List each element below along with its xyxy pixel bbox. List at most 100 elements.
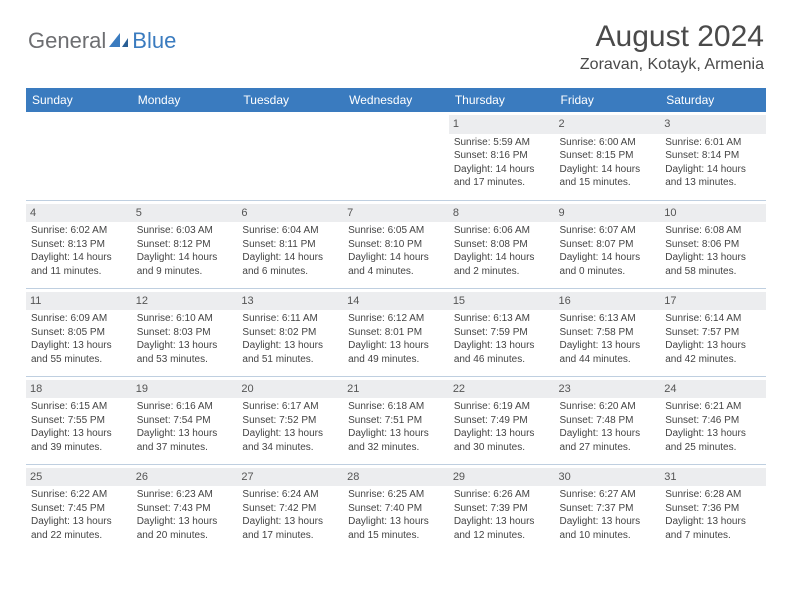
sunset-label: Sunset: 8:05 PM	[31, 326, 127, 340]
sunrise-label: Sunrise: 6:13 AM	[454, 312, 550, 326]
sunset-label: Sunset: 7:52 PM	[242, 414, 338, 428]
calendar-cell: 26Sunrise: 6:23 AMSunset: 7:43 PMDayligh…	[132, 464, 238, 552]
calendar-cell: 7Sunrise: 6:05 AMSunset: 8:10 PMDaylight…	[343, 200, 449, 288]
daylight-label: Daylight: 13 hours and 25 minutes.	[665, 427, 761, 454]
daylight-label: Daylight: 14 hours and 15 minutes.	[560, 163, 656, 190]
sunset-label: Sunset: 8:16 PM	[454, 149, 550, 163]
sunset-label: Sunset: 7:43 PM	[137, 502, 233, 516]
header: General Blue August 2024 Zoravan, Kotayk…	[0, 0, 792, 78]
calendar-cell: 18Sunrise: 6:15 AMSunset: 7:55 PMDayligh…	[26, 376, 132, 464]
day-number: 20	[237, 380, 343, 399]
weekday-header: Sunday	[26, 88, 132, 112]
daylight-label: Daylight: 13 hours and 15 minutes.	[348, 515, 444, 542]
daylight-label: Daylight: 13 hours and 32 minutes.	[348, 427, 444, 454]
calendar-cell: 21Sunrise: 6:18 AMSunset: 7:51 PMDayligh…	[343, 376, 449, 464]
sunrise-label: Sunrise: 6:21 AM	[665, 400, 761, 414]
calendar-cell: 2Sunrise: 6:00 AMSunset: 8:15 PMDaylight…	[555, 112, 661, 200]
sunrise-label: Sunrise: 6:11 AM	[242, 312, 338, 326]
calendar-row: 4Sunrise: 6:02 AMSunset: 8:13 PM Daylight…	[26, 200, 766, 288]
sunset-label: Sunset: 8:11 PM	[242, 238, 338, 252]
day-number: 6	[237, 204, 343, 223]
sunrise-label: Sunrise: 6:23 AM	[137, 488, 233, 502]
daylight-label: Daylight: 13 hours and 42 minutes.	[665, 339, 761, 366]
daylight-label: Daylight: 13 hours and 17 minutes.	[242, 515, 338, 542]
day-number: 21	[343, 380, 449, 399]
sunrise-label: Sunrise: 6:14 AM	[665, 312, 761, 326]
sunrise-label: Sunrise: 5:59 AM	[454, 136, 550, 150]
day-number: 31	[660, 468, 766, 487]
calendar-cell: 15Sunrise: 6:13 AMSunset: 7:59 PMDayligh…	[449, 288, 555, 376]
sunrise-label: Sunrise: 6:22 AM	[31, 488, 127, 502]
daylight-label: Daylight: 14 hours and 6 minutes.	[242, 251, 338, 278]
day-number: 16	[555, 292, 661, 311]
day-number: 1	[449, 115, 555, 134]
day-number: 22	[449, 380, 555, 399]
sunrise-label: Sunrise: 6:08 AM	[665, 224, 761, 238]
calendar-table: Sunday Monday Tuesday Wednesday Thursday…	[26, 88, 766, 552]
daylight-label: Daylight: 13 hours and 27 minutes.	[560, 427, 656, 454]
calendar-cell: 5Sunrise: 6:03 AMSunset: 8:12 PMDaylight…	[132, 200, 238, 288]
calendar-cell: 30Sunrise: 6:27 AMSunset: 7:37 PMDayligh…	[555, 464, 661, 552]
weekday-header: Saturday	[660, 88, 766, 112]
sunrise-label: Sunrise: 6:25 AM	[348, 488, 444, 502]
calendar-cell: 22Sunrise: 6:19 AMSunset: 7:49 PMDayligh…	[449, 376, 555, 464]
sunset-label: Sunset: 7:49 PM	[454, 414, 550, 428]
sunset-label: Sunset: 8:14 PM	[665, 149, 761, 163]
calendar-cell: 3Sunrise: 6:01 AMSunset: 8:14 PMDaylight…	[660, 112, 766, 200]
sunrise-label: Sunrise: 6:16 AM	[137, 400, 233, 414]
sunset-label: Sunset: 7:42 PM	[242, 502, 338, 516]
weekday-header: Friday	[555, 88, 661, 112]
day-number: 13	[237, 292, 343, 311]
calendar-cell: 23Sunrise: 6:20 AMSunset: 7:48 PMDayligh…	[555, 376, 661, 464]
calendar-cell: 17Sunrise: 6:14 AMSunset: 7:57 PMDayligh…	[660, 288, 766, 376]
sunrise-label: Sunrise: 6:06 AM	[454, 224, 550, 238]
daylight-label: Daylight: 13 hours and 46 minutes.	[454, 339, 550, 366]
day-number: 28	[343, 468, 449, 487]
calendar-cell: 25Sunrise: 6:22 AMSunset: 7:45 PMDayligh…	[26, 464, 132, 552]
daylight-label: Daylight: 13 hours and 10 minutes.	[560, 515, 656, 542]
sunrise-label: Sunrise: 6:01 AM	[665, 136, 761, 150]
day-number: 10	[660, 204, 766, 223]
weekday-header: Wednesday	[343, 88, 449, 112]
daylight-label: Daylight: 14 hours and 13 minutes.	[665, 163, 761, 190]
sunrise-label: Sunrise: 6:10 AM	[137, 312, 233, 326]
sunset-label: Sunset: 8:02 PM	[242, 326, 338, 340]
calendar-row: 1Sunrise: 5:59 AMSunset: 8:16 PMDaylight…	[26, 112, 766, 200]
daylight-label: Daylight: 13 hours and 20 minutes.	[137, 515, 233, 542]
day-number: 14	[343, 292, 449, 311]
day-number: 12	[132, 292, 238, 311]
calendar-cell: 20Sunrise: 6:17 AMSunset: 7:52 PMDayligh…	[237, 376, 343, 464]
sunset-label: Sunset: 7:54 PM	[137, 414, 233, 428]
sunrise-label: Sunrise: 6:12 AM	[348, 312, 444, 326]
calendar-cell: 19Sunrise: 6:16 AMSunset: 7:54 PMDayligh…	[132, 376, 238, 464]
day-number: 29	[449, 468, 555, 487]
sunrise-label: Sunrise: 6:17 AM	[242, 400, 338, 414]
sunset-label: Sunset: 8:15 PM	[560, 149, 656, 163]
daylight-label: Daylight: 13 hours and 12 minutes.	[454, 515, 550, 542]
sunset-label: Sunset: 7:58 PM	[560, 326, 656, 340]
calendar-cell: 31Sunrise: 6:28 AMSunset: 7:36 PMDayligh…	[660, 464, 766, 552]
day-number: 4	[26, 204, 132, 223]
page-title: August 2024	[580, 20, 764, 54]
calendar-cell: 28Sunrise: 6:25 AMSunset: 7:40 PMDayligh…	[343, 464, 449, 552]
brand-text-blue: Blue	[132, 28, 176, 54]
weekday-header: Thursday	[449, 88, 555, 112]
calendar-cell: 10Sunrise: 6:08 AMSunset: 8:06 PMDayligh…	[660, 200, 766, 288]
calendar-cell: 6Sunrise: 6:04 AMSunset: 8:11 PMDaylight…	[237, 200, 343, 288]
calendar-cell: 27Sunrise: 6:24 AMSunset: 7:42 PMDayligh…	[237, 464, 343, 552]
daylight-label: Daylight: 13 hours and 39 minutes.	[31, 427, 127, 454]
sunrise-label: Sunrise: 6:02 AM	[31, 224, 127, 238]
sunset-label: Sunset: 8:13 PM	[31, 238, 127, 252]
calendar-cell	[26, 112, 132, 200]
day-number: 11	[26, 292, 132, 311]
sunset-label: Sunset: 7:40 PM	[348, 502, 444, 516]
daylight-label: Daylight: 14 hours and 2 minutes.	[454, 251, 550, 278]
sunrise-label: Sunrise: 6:13 AM	[560, 312, 656, 326]
sunset-label: Sunset: 8:08 PM	[454, 238, 550, 252]
daylight-label: Daylight: 14 hours and 17 minutes.	[454, 163, 550, 190]
sunset-label: Sunset: 8:03 PM	[137, 326, 233, 340]
sunset-label: Sunset: 8:12 PM	[137, 238, 233, 252]
sunrise-label: Sunrise: 6:19 AM	[454, 400, 550, 414]
calendar-row: 25Sunrise: 6:22 AMSunset: 7:45 PMDayligh…	[26, 464, 766, 552]
location-label: Zoravan, Kotayk, Armenia	[580, 56, 764, 74]
